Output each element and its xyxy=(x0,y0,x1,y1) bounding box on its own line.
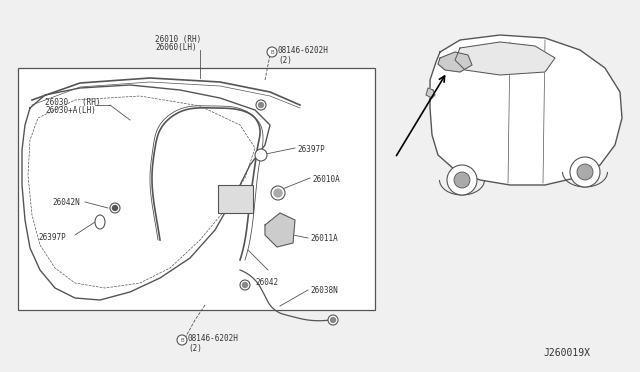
Circle shape xyxy=(243,282,248,288)
Circle shape xyxy=(328,315,338,325)
Circle shape xyxy=(113,205,118,211)
Circle shape xyxy=(454,172,470,188)
Text: J260019X: J260019X xyxy=(543,348,590,358)
Text: 26030   (RH): 26030 (RH) xyxy=(45,98,100,107)
Circle shape xyxy=(177,335,187,345)
Ellipse shape xyxy=(95,215,105,229)
Circle shape xyxy=(267,47,277,57)
Circle shape xyxy=(255,149,267,161)
Text: 26397P: 26397P xyxy=(38,233,66,242)
Polygon shape xyxy=(430,35,622,185)
Text: 26042N: 26042N xyxy=(52,198,80,207)
Circle shape xyxy=(274,189,282,197)
Circle shape xyxy=(447,165,477,195)
Circle shape xyxy=(259,103,264,108)
Bar xyxy=(18,68,375,310)
Text: B: B xyxy=(180,337,184,343)
Circle shape xyxy=(256,100,266,110)
Circle shape xyxy=(240,280,250,290)
Circle shape xyxy=(330,317,335,323)
Text: 26010A: 26010A xyxy=(312,175,340,184)
Polygon shape xyxy=(265,213,295,247)
Text: 26042: 26042 xyxy=(255,278,278,287)
Polygon shape xyxy=(438,52,472,72)
Circle shape xyxy=(110,203,120,213)
Text: 26038N: 26038N xyxy=(310,286,338,295)
Text: 26060(LH): 26060(LH) xyxy=(155,43,196,52)
Text: 08146-6202H
(2): 08146-6202H (2) xyxy=(278,46,329,65)
Text: 26011A: 26011A xyxy=(310,234,338,243)
Text: 26010 (RH): 26010 (RH) xyxy=(155,35,201,44)
Polygon shape xyxy=(455,42,555,75)
Text: B: B xyxy=(270,49,274,55)
Polygon shape xyxy=(426,88,435,98)
Text: 26030+A(LH): 26030+A(LH) xyxy=(45,106,96,115)
Circle shape xyxy=(577,164,593,180)
Text: 26397P: 26397P xyxy=(297,145,324,154)
Polygon shape xyxy=(22,85,270,300)
Bar xyxy=(218,185,253,213)
Text: 08146-6202H
(2): 08146-6202H (2) xyxy=(188,334,239,353)
Circle shape xyxy=(570,157,600,187)
Circle shape xyxy=(271,186,285,200)
